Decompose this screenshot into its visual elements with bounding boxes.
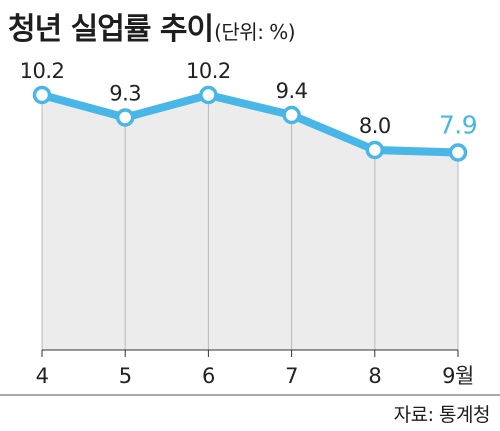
- data-label: 8.0: [359, 114, 391, 138]
- x-tick-label: 9월: [442, 364, 474, 388]
- series-line: [38, 91, 462, 157]
- unit-note: (단위: %): [214, 20, 296, 44]
- data-point: [199, 85, 218, 105]
- data-points: [32, 85, 468, 162]
- x-tick-label: 8: [368, 364, 381, 388]
- x-tick-label: 7: [285, 364, 298, 388]
- data-label: 9.3: [109, 82, 141, 106]
- vertical-guides: [41, 95, 459, 350]
- data-point: [282, 105, 301, 125]
- series-polyline: [38, 91, 462, 157]
- chart-header: 청년 실업률 추이(단위: %): [8, 4, 296, 47]
- x-axis: [0, 349, 500, 396]
- data-point: [365, 140, 385, 160]
- source-note: 자료: 통계청: [393, 404, 491, 426]
- data-label: 10.2: [20, 59, 65, 83]
- data-point: [32, 85, 52, 105]
- data-label: 9.4: [276, 79, 308, 103]
- area-shape: [42, 95, 458, 350]
- area-fill: [42, 95, 458, 350]
- x-tick-label: 6: [202, 364, 215, 388]
- x-tick-label: 4: [36, 364, 49, 388]
- data-label: 10.2: [186, 59, 231, 83]
- chart-title: 청년 실업률 추이: [8, 12, 214, 47]
- data-point: [115, 108, 135, 127]
- data-labels: 10.2 9.3 10.2 9.4 8.0 7.9: [20, 59, 478, 140]
- x-tick-labels: 4 5 6 7 8 9월: [36, 364, 475, 388]
- data-label: 7.9: [439, 111, 477, 140]
- x-tick-label: 5: [119, 364, 132, 388]
- data-point: [448, 143, 468, 162]
